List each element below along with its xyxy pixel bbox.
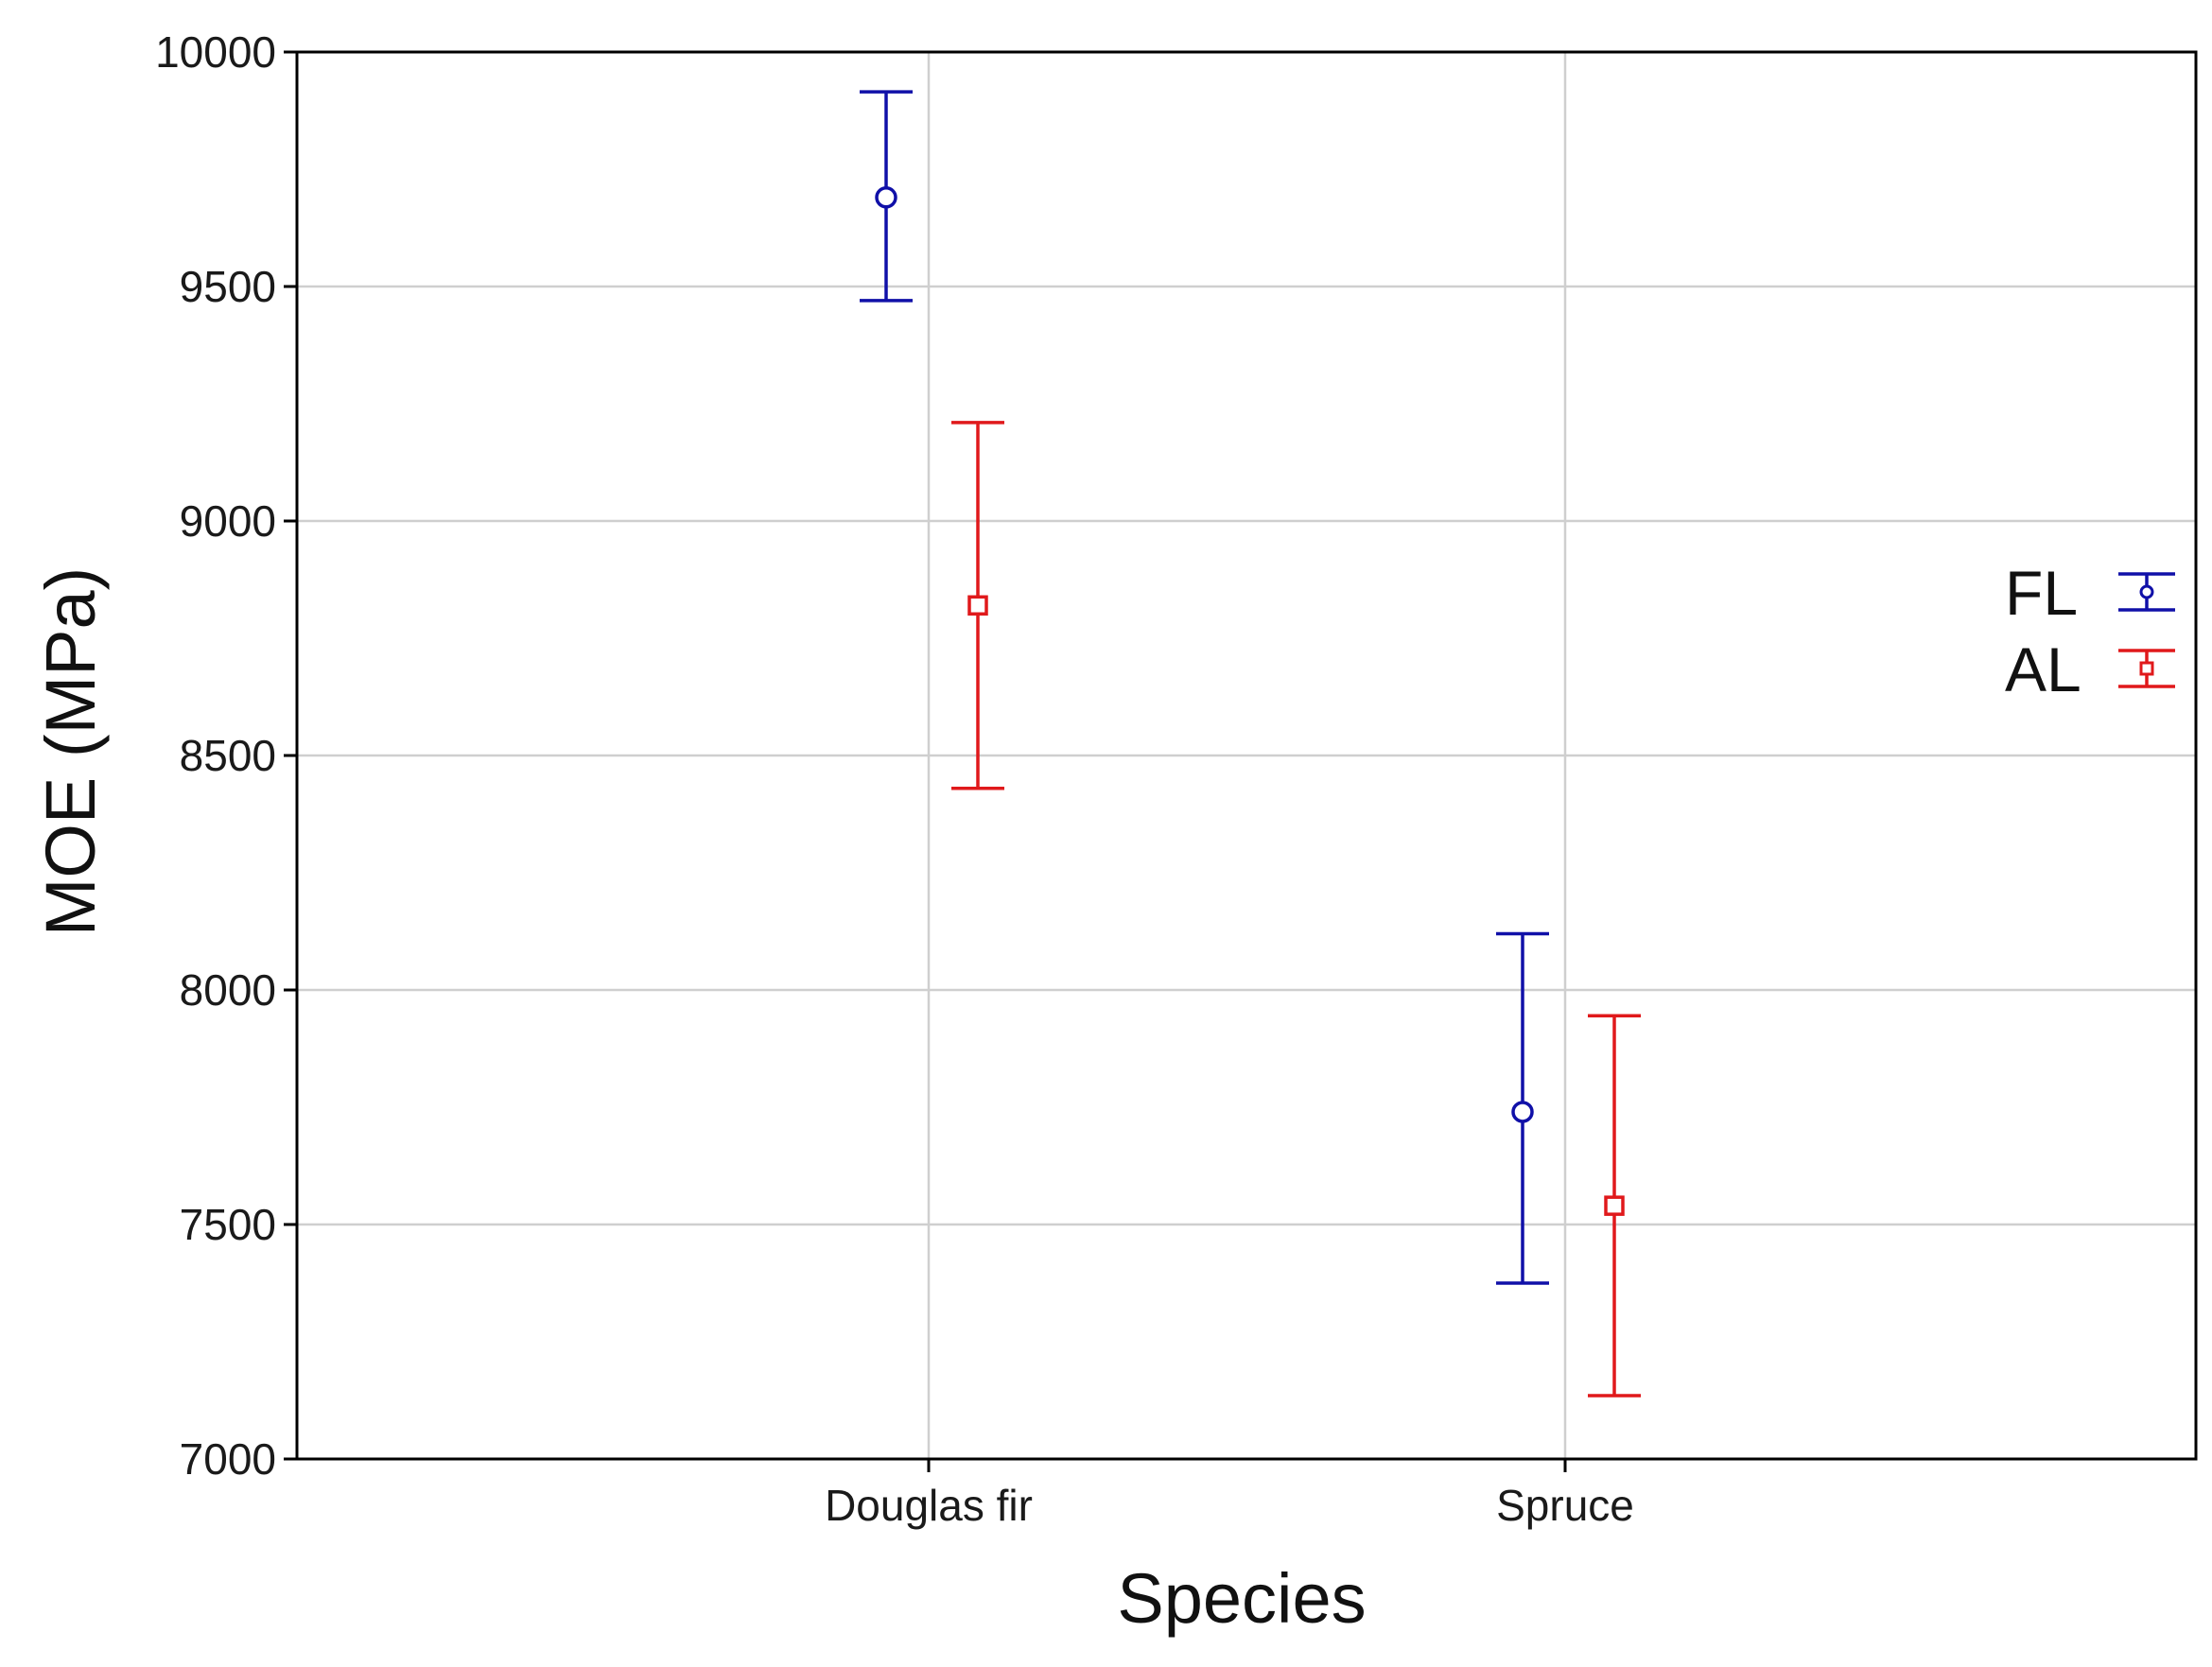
y-tick-label-10000: 10000 (155, 27, 276, 77)
x-axis-title: Species (1117, 1559, 1366, 1638)
legend-label-al: AL (2005, 634, 2081, 704)
x-tick-label-0: Douglas fir (825, 1481, 1033, 1530)
y-axis-title: MOE (MPa) (31, 567, 110, 937)
x-axis-ticks: Douglas fir Spruce (825, 1459, 1634, 1530)
y-tick-label-8500: 8500 (180, 731, 276, 780)
y-tick-label-8000: 8000 (180, 965, 276, 1015)
y-axis-ticks: 7000 7500 8000 8500 9000 9500 10000 (155, 27, 297, 1484)
series-group (860, 90, 1641, 1398)
point-al-1 (1604, 1195, 1625, 1216)
gridlines (297, 52, 2196, 1459)
x-tick-label-1: Spruce (1496, 1481, 1634, 1530)
point-fl-0 (875, 186, 897, 209)
y-tick-label-9000: 9000 (180, 496, 276, 546)
y-tick-label-7000: 7000 (180, 1434, 276, 1484)
point-al-0 (967, 595, 988, 616)
y-tick-label-7500: 7500 (180, 1200, 276, 1249)
y-tick-label-9500: 9500 (180, 262, 276, 311)
point-fl-1 (1511, 1101, 1534, 1123)
legend-label-fl: FL (2005, 558, 2078, 628)
legend-swatch-marker-al (2139, 661, 2154, 676)
legend-swatch-marker-fl (2139, 584, 2154, 599)
